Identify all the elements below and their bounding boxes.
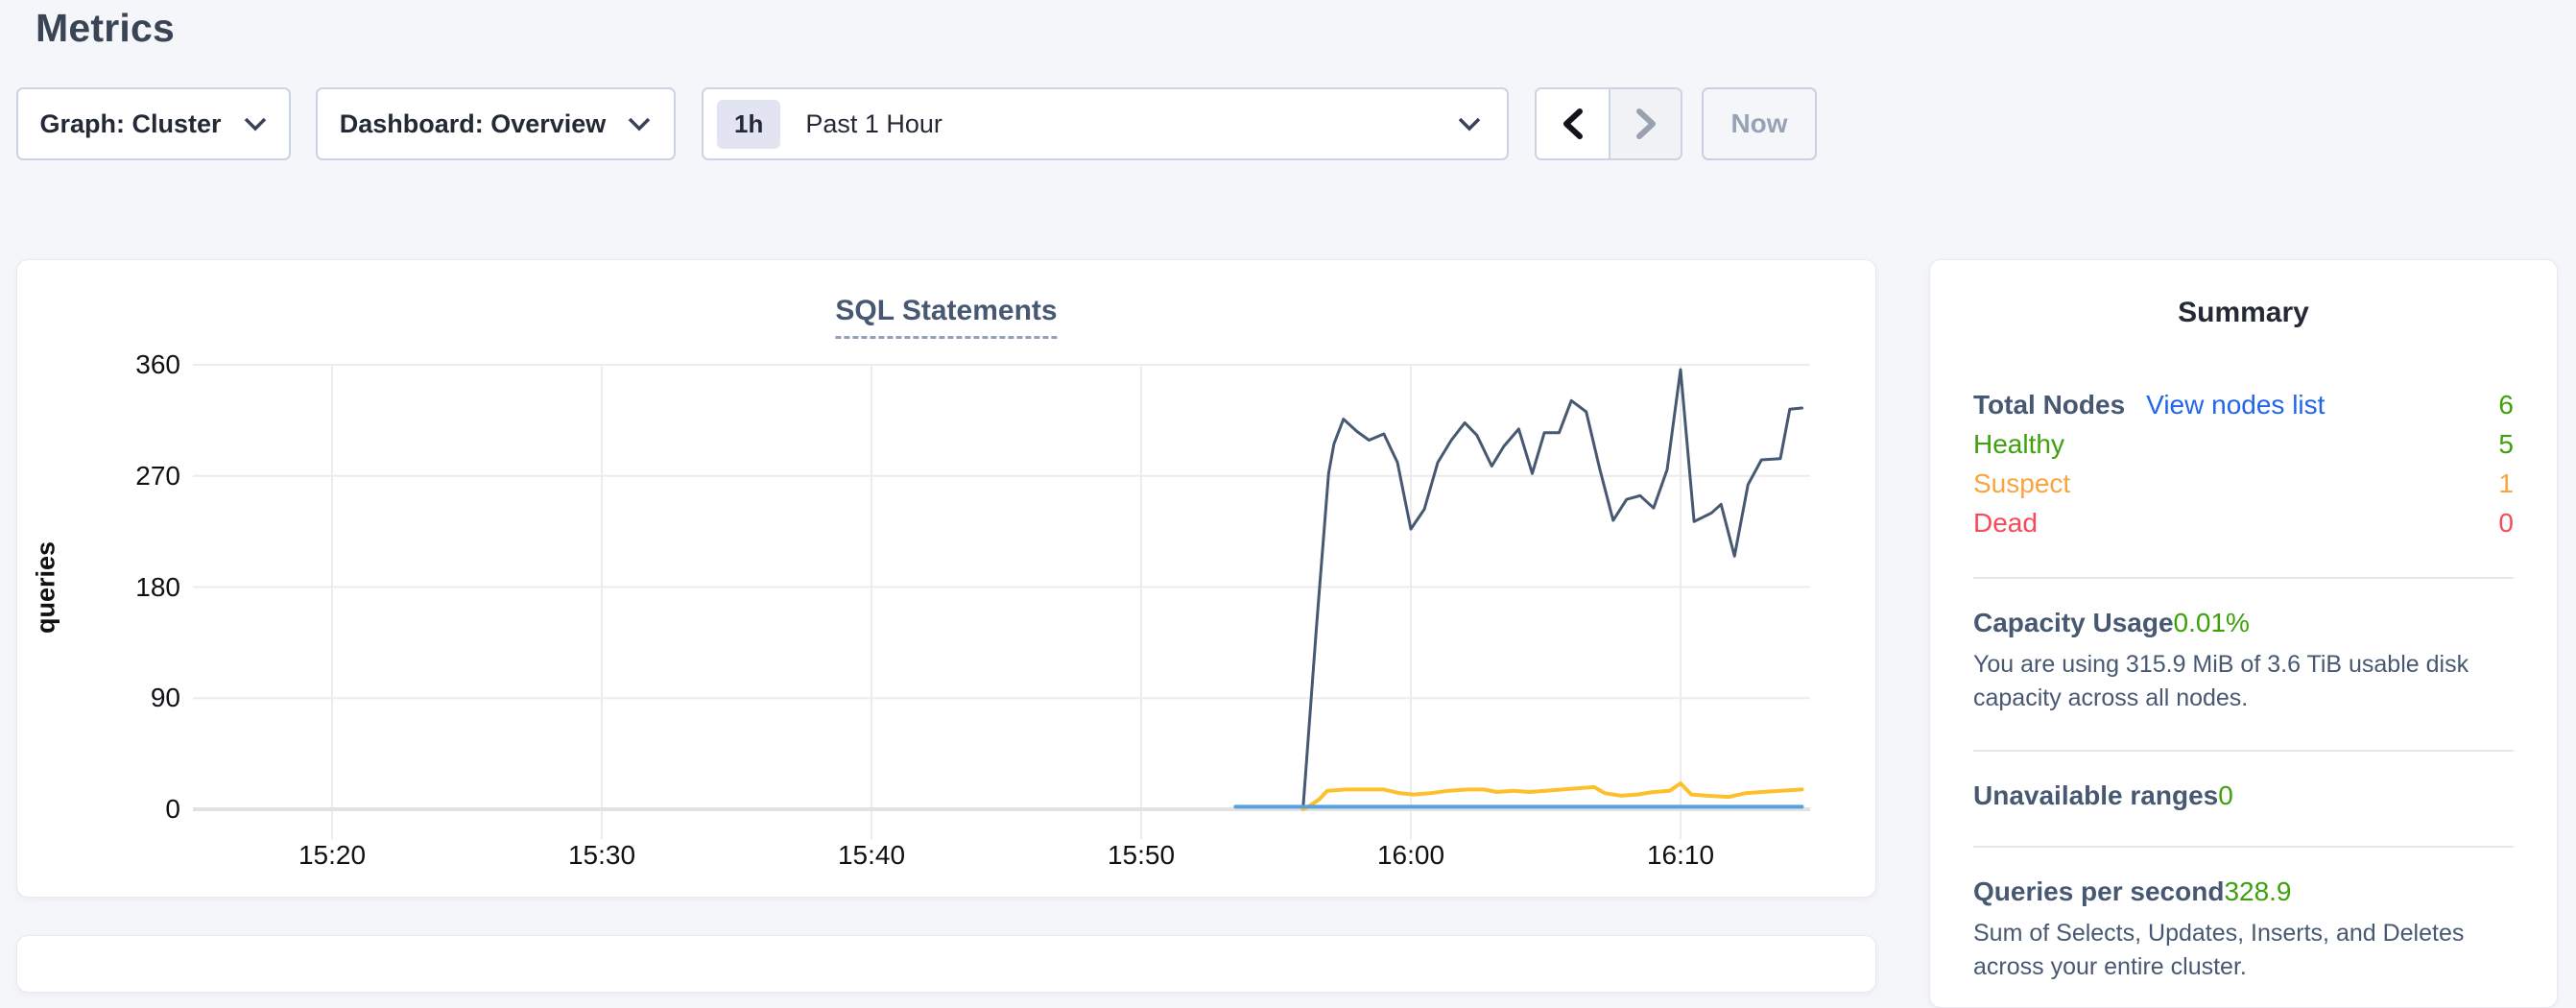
y-tick-label: 180 bbox=[135, 571, 180, 602]
queries-per-second-section: Queries per second 328.9 Sum of Selects,… bbox=[1973, 876, 2514, 984]
healthy-nodes-row: Healthy 5 bbox=[1973, 424, 2514, 464]
y-tick-label: 0 bbox=[165, 794, 180, 824]
dashboard-dropdown-label: Dashboard: Overview bbox=[339, 108, 607, 138]
x-tick-label: 15:40 bbox=[837, 840, 906, 870]
capacity-usage-description: You are using 315.9 MiB of 3.6 TiB usabl… bbox=[1973, 651, 2469, 711]
dead-nodes-row: Dead 0 bbox=[1973, 503, 2514, 542]
chart-title[interactable]: SQL Statements bbox=[835, 295, 1058, 339]
healthy-value: 5 bbox=[2498, 429, 2514, 459]
total-nodes-value: 6 bbox=[2498, 390, 2514, 420]
capacity-usage-value: 0.01% bbox=[2173, 608, 2250, 637]
chevron-down-icon bbox=[244, 117, 266, 132]
unavailable-ranges-label: Unavailable ranges bbox=[1973, 780, 2219, 810]
x-tick-label: 15:30 bbox=[567, 840, 636, 870]
capacity-usage-label: Capacity Usage bbox=[1973, 608, 2174, 637]
suspect-value: 1 bbox=[2498, 468, 2514, 498]
chart-series-series-1 bbox=[1301, 368, 1803, 811]
toolbar: Graph: Cluster Dashboard: Overview 1h Pa… bbox=[16, 87, 1817, 160]
time-step-back-button[interactable] bbox=[1537, 89, 1609, 158]
x-tick-label: 15:50 bbox=[1107, 840, 1176, 870]
divider bbox=[1973, 577, 2514, 579]
now-button[interactable]: Now bbox=[1702, 87, 1817, 160]
healthy-label: Healthy bbox=[1973, 429, 2064, 459]
dead-value: 0 bbox=[2498, 508, 2514, 538]
total-nodes-label: Total Nodes bbox=[1973, 390, 2126, 420]
capacity-usage-section: Capacity Usage 0.01% You are using 315.9… bbox=[1973, 608, 2514, 715]
x-tick-label: 16:10 bbox=[1646, 840, 1715, 870]
next-chart-card bbox=[16, 935, 1876, 993]
y-axis-label: queries bbox=[31, 540, 60, 635]
queries-per-second-value: 328.9 bbox=[2224, 876, 2292, 906]
chevron-right-icon bbox=[1635, 108, 1656, 139]
chart-series-series-2 bbox=[1300, 781, 1804, 811]
x-tick-label: 15:20 bbox=[298, 840, 367, 870]
x-tick-label: 16:00 bbox=[1376, 840, 1445, 870]
divider bbox=[1973, 750, 2514, 752]
chevron-down-icon bbox=[1458, 117, 1481, 132]
chevron-left-icon bbox=[1562, 108, 1583, 139]
total-nodes-row: Total Nodes View nodes list 6 bbox=[1973, 385, 2514, 424]
y-tick-label: 90 bbox=[150, 683, 180, 713]
summary-title: Summary bbox=[2178, 297, 2309, 328]
queries-per-second-label: Queries per second bbox=[1973, 876, 2225, 906]
time-range-badge: 1h bbox=[717, 99, 781, 149]
chevron-down-icon bbox=[629, 117, 651, 132]
dashboard-dropdown[interactable]: Dashboard: Overview bbox=[316, 87, 676, 160]
unavailable-ranges-value: 0 bbox=[2218, 780, 2233, 810]
summary-panel: Summary Total Nodes View nodes list 6 He… bbox=[1929, 259, 2558, 1008]
time-range-label: Past 1 Hour bbox=[805, 108, 942, 138]
divider bbox=[1973, 846, 2514, 848]
y-tick-label: 270 bbox=[135, 460, 180, 491]
graph-dropdown-label: Graph: Cluster bbox=[39, 108, 222, 138]
time-step-buttons bbox=[1535, 87, 1682, 160]
page-title: Metrics bbox=[36, 6, 175, 50]
sql-statements-chart-card: SQL Statements queries 360 270 180 90 0 15:2… bbox=[16, 259, 1876, 898]
time-step-forward-button[interactable] bbox=[1609, 89, 1681, 158]
unavailable-ranges-section: Unavailable ranges 0 bbox=[1973, 780, 2514, 811]
graph-dropdown[interactable]: Graph: Cluster bbox=[16, 87, 291, 160]
view-nodes-list-link[interactable]: View nodes list bbox=[2146, 390, 2326, 420]
chart-plot-area[interactable] bbox=[193, 364, 1810, 839]
node-status-rows: Total Nodes View nodes list 6 Healthy 5 … bbox=[1973, 385, 2514, 542]
suspect-nodes-row: Suspect 1 bbox=[1973, 464, 2514, 503]
y-tick-label: 360 bbox=[135, 349, 180, 379]
suspect-label: Suspect bbox=[1973, 468, 2071, 498]
time-range-selector[interactable]: 1h Past 1 Hour bbox=[702, 87, 1509, 160]
now-button-label: Now bbox=[1730, 108, 1788, 138]
queries-per-second-description: Sum of Selects, Updates, Inserts, and De… bbox=[1973, 920, 2465, 980]
dead-label: Dead bbox=[1973, 508, 2038, 538]
